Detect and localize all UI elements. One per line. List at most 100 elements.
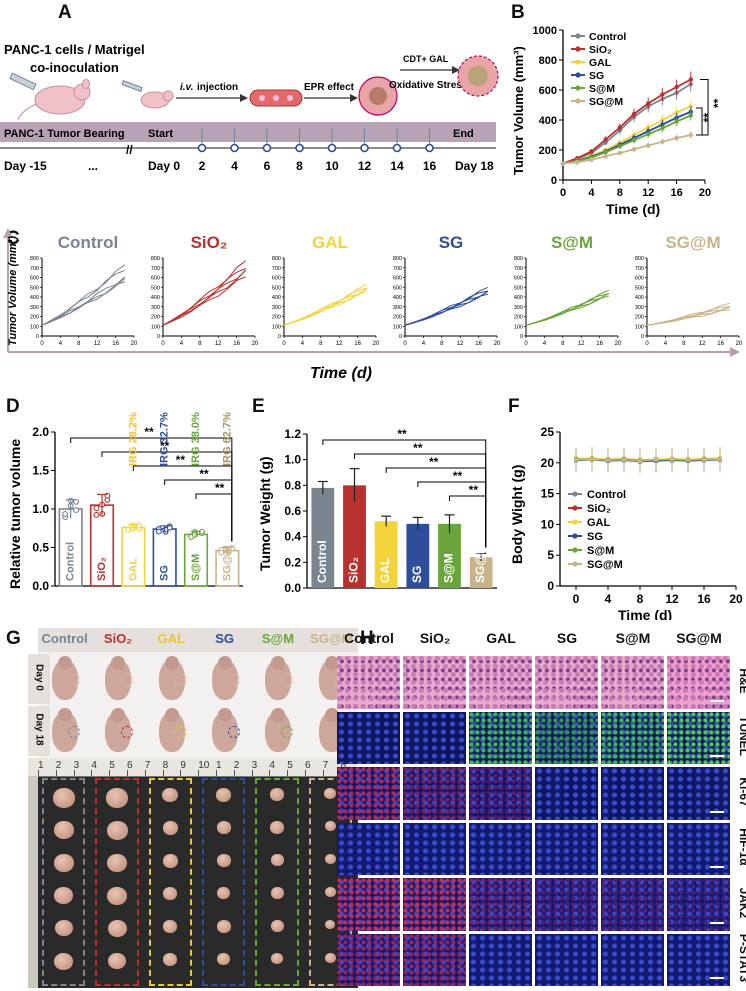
stain-image [337, 711, 400, 764]
c-y-tick-label: 300 [635, 305, 644, 311]
c-x-tick-label: 4 [664, 341, 668, 347]
data-point [674, 110, 679, 115]
c-y-tick-label: 500 [635, 285, 644, 291]
schematic-title-line2: co-inoculation [30, 60, 119, 75]
category-label: S@M [442, 553, 456, 583]
mouse-head [164, 656, 179, 670]
epr-label: EPR effect [304, 82, 355, 93]
y-axis-label: Tumor Volume (mm³) [511, 46, 526, 175]
data-point [654, 457, 658, 462]
ruler-number: 8 [340, 760, 347, 771]
excised-tumor [54, 887, 74, 905]
c-x-tick-label: 20 [736, 341, 743, 347]
x-tick-label: 12 [665, 592, 679, 606]
data-point [631, 111, 637, 117]
y-tick-label: 0.5 [32, 541, 49, 555]
data-point [674, 84, 679, 90]
c-x-tick-label: 0 [645, 341, 649, 347]
c-y-tick-label: 600 [151, 276, 160, 282]
g-column-label: SG@M [310, 631, 353, 646]
data-point [617, 125, 622, 130]
stain-image [469, 878, 532, 931]
y-tick-label: 800 [539, 55, 557, 67]
timeline-day-label: 10 [325, 159, 339, 173]
legend-label: S@M [587, 545, 614, 557]
oxidative-stress-label: Oxidative Stress [389, 80, 468, 91]
legend-marker [572, 505, 578, 511]
c-y-tick-label: 400 [30, 295, 39, 301]
timeline-day-label: 8 [296, 159, 303, 173]
y-tick-label: 0.6 [284, 504, 301, 518]
group-dashed-box [95, 778, 139, 986]
c-y-tick-label: 400 [514, 295, 523, 301]
c-x-tick-label: 0 [40, 341, 44, 347]
c-y-tick-label: 200 [272, 315, 281, 321]
category-label: Control [65, 542, 77, 581]
mouse-head [58, 708, 72, 722]
mouse-photo [99, 656, 138, 702]
ruler-number: 9 [180, 760, 186, 771]
c-individual-curve [162, 268, 246, 326]
legend-marker [575, 72, 581, 78]
h-row-label-box: Ki-67 [732, 767, 746, 820]
c-x-tick-label: 20 [494, 341, 501, 347]
mouse-photo [206, 708, 245, 754]
histology-panel: Control SiO₂ GAL SG S@M SG@M H&E TUNEL Ki-67 HIF… [330, 628, 746, 991]
excised-tumor [324, 821, 336, 831]
stain-image [535, 878, 598, 931]
ruler-tick [287, 770, 289, 776]
x-tick-label: 8 [617, 187, 623, 199]
h-column-label: SG@M [676, 630, 722, 646]
c-y-tick-label: 0 [520, 334, 523, 340]
significance-bracket [385, 467, 487, 548]
mouse-photo [153, 656, 192, 702]
excised-tumor [53, 854, 74, 872]
h-row-label: JAK2 [737, 887, 746, 919]
data-point [73, 498, 80, 505]
data-point [688, 77, 693, 82]
c-y-tick-label: 300 [393, 305, 402, 311]
excised-tumor [217, 953, 231, 965]
excised-tumor [217, 887, 231, 899]
stain-image [337, 822, 400, 875]
body-weight-chart: 0 5 10 15 20 25 0 4 8 12 16 20 Body Wight (g) Time (d… [509, 425, 743, 620]
c-x-tick-label: 8 [198, 341, 202, 347]
significance-label: ** [176, 453, 186, 467]
category-label: SG [410, 566, 424, 583]
damaged-tumor-cell-icon [457, 55, 499, 97]
ruler-tick [233, 770, 235, 776]
timeline-dot [230, 143, 239, 153]
stain-image [535, 711, 598, 764]
ruler-number: 7 [144, 760, 151, 771]
c-x-tick-label: 4 [543, 341, 547, 347]
legend-marker [575, 33, 581, 39]
category-label: GAL [127, 558, 139, 582]
schematic-panel: PANC-1 cells / Matrigel co-inoculation i… [0, 42, 499, 173]
y-tick-label: 0.0 [284, 581, 301, 595]
tumor-outline [121, 726, 134, 738]
legend-label: SG@M [587, 559, 623, 571]
c-x-tick-label: 12 [457, 341, 464, 347]
significance-bracket [700, 79, 709, 136]
c-y-tick-label: 200 [514, 315, 523, 321]
scale-bar [710, 866, 724, 868]
c-y-tick-label: 300 [151, 305, 160, 311]
timeline-dot [197, 143, 207, 153]
ruler-tick [322, 770, 324, 776]
mouse-head [324, 708, 339, 722]
data-point [617, 144, 622, 149]
c-x-tick-label: 16 [596, 341, 603, 347]
c-group-title: SG [439, 233, 464, 252]
g-row-label-box: Day 0 [28, 654, 50, 704]
c-x-axis-label: Time (d) [310, 365, 372, 382]
tumor-bearing-label: PANC-1 Tumor Bearing [4, 128, 125, 140]
x-tick-label: 0 [560, 187, 566, 199]
significance-bracket [70, 437, 233, 542]
c-y-tick-label: 300 [30, 305, 39, 311]
tumor-outline [281, 674, 294, 686]
significance-bracket [696, 107, 703, 136]
excised-tumor [216, 854, 231, 867]
c-x-tick-label: 12 [578, 341, 585, 347]
